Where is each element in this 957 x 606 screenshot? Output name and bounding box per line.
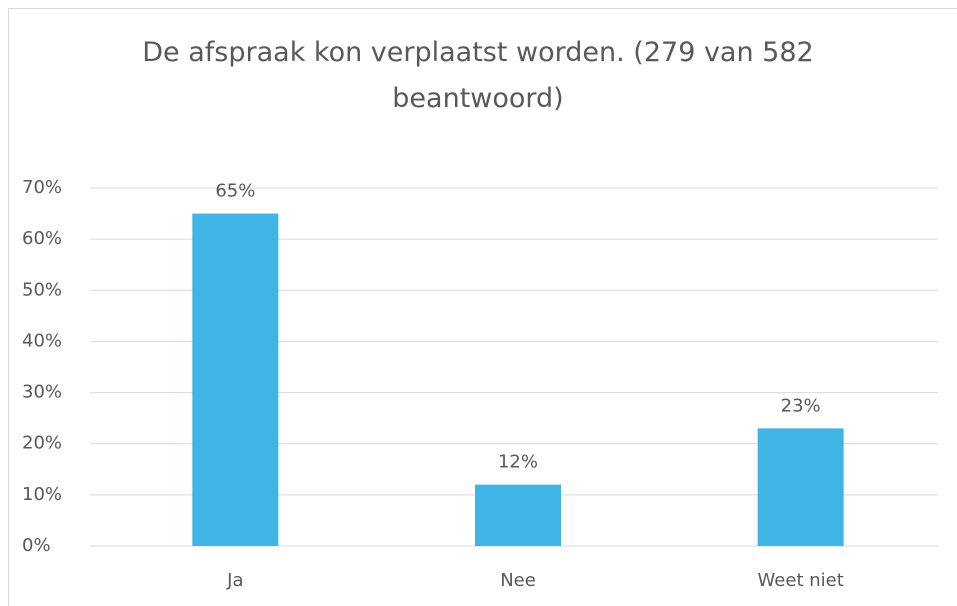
bar [757,428,844,546]
y-tick-label: 40% [22,330,62,351]
y-tick-label: 20% [22,433,62,454]
y-tick-label: 70% [22,177,62,198]
x-tick-label: Nee [500,570,536,591]
y-tick-label: 0% [22,535,51,556]
y-tick-label: 30% [22,382,62,403]
y-tick-label: 10% [22,484,62,505]
y-tick-label: 60% [22,228,62,249]
data-label: 65% [215,181,255,202]
data-label: 23% [781,395,821,416]
x-tick-label: Weet niet [758,570,844,591]
bar [475,484,561,546]
chart-title: De afspraak kon verplaatst worden. (279 … [142,37,814,114]
bar [192,213,279,547]
y-tick-label: 50% [22,279,62,300]
chart-border [8,8,957,606]
data-label: 12% [498,452,538,473]
x-tick-label: Ja [226,570,243,591]
